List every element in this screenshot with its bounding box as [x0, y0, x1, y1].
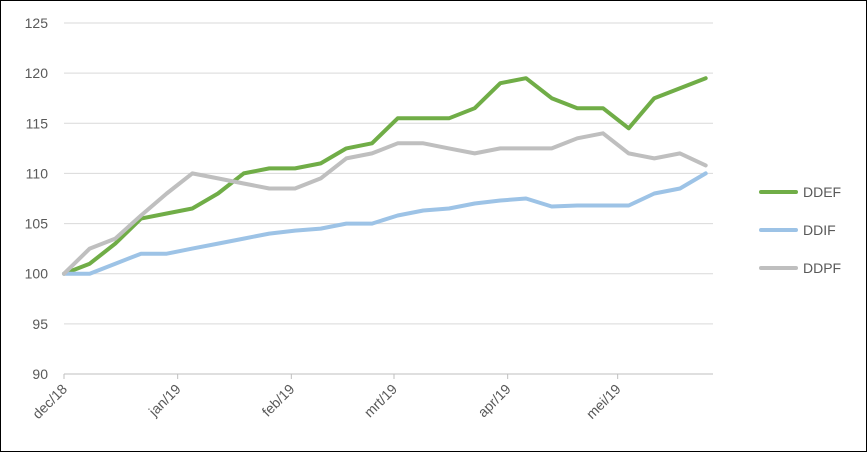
x-tick-label: jan/19: [145, 381, 184, 420]
y-tick-label: 110: [26, 165, 49, 181]
y-tick-label: 95: [32, 316, 48, 332]
legend-label-ddpf: DDPF: [803, 260, 841, 276]
x-tick-label: mei/19: [583, 381, 624, 422]
series-line-ddpf: [62, 131, 708, 276]
y-tick-label: 105: [25, 216, 49, 232]
x-tick-label: dec/18: [29, 381, 70, 422]
y-tick-label: 100: [25, 266, 49, 282]
x-tick-label: mrt/19: [361, 381, 401, 421]
legend-label-ddif: DDIF: [803, 222, 836, 238]
x-tick-label: feb/19: [259, 381, 298, 420]
legend-label-ddef: DDEF: [803, 184, 841, 200]
y-tick-label: 120: [25, 65, 49, 81]
y-tick-label: 115: [26, 115, 49, 131]
series-line-ddif: [62, 171, 708, 276]
x-tick-label: apr/19: [474, 381, 514, 421]
y-tick-label: 90: [32, 366, 48, 382]
series-line-ddef: [62, 76, 708, 276]
y-tick-label: 125: [25, 15, 49, 31]
